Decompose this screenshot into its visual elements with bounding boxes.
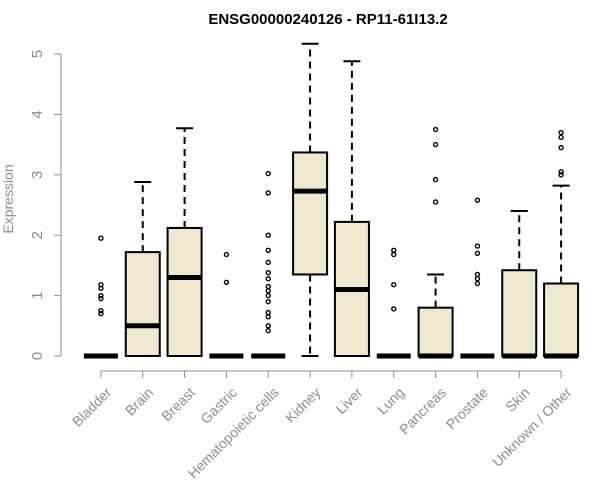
outlier-point [474,250,481,257]
x-tick-label: Unknown / Other [489,384,575,470]
box-unknown-other [543,129,580,359]
y-tick-label: 4 [29,110,46,118]
x-tick-label: Kidney [282,384,324,426]
box-iqr [292,151,329,276]
outlier-point [265,232,271,238]
outlier-point [265,259,271,266]
box-iqr [417,306,454,357]
x-tick-label: Prostate [443,384,491,432]
outlier-point [391,251,397,258]
outlier-point [265,190,271,196]
outlier-point [265,170,271,177]
y-axis-label: Expression [0,164,16,233]
box-lung [376,247,411,359]
box-prostate [460,197,495,359]
x-tick-label: Lung [374,384,407,417]
outlier-point [98,285,104,292]
y-tick-label: 0 [29,352,46,360]
box-iqr [166,226,203,357]
outlier-point [265,288,271,294]
outlier-point [223,251,230,258]
outlier-point [98,308,104,314]
outlier-point [432,126,439,133]
outlier-point [223,279,230,286]
box-gastric [209,251,244,359]
outlier-point [265,292,271,299]
box-brain [124,181,161,357]
x-tick-label: Skin [502,384,533,415]
chart-title: ENSG00000240126 - RP11-61I13.2 [208,11,447,28]
outlier-point [558,172,564,178]
y-tick-label: 1 [29,291,46,299]
boxes [83,42,580,359]
outlier-point [474,271,481,278]
box-bladder [83,235,118,359]
y-tick-label: 2 [29,231,46,239]
outlier-point [98,295,104,302]
box-iqr [501,269,538,357]
box-breast [166,127,203,357]
outlier-point [474,280,481,287]
y-axis: 0 1 2 3 4 5 [29,50,62,360]
outlier-point [98,311,104,317]
outlier-point [432,176,439,183]
outlier-point [391,247,397,254]
outlier-point [558,129,564,136]
outlier-point [265,327,271,334]
x-tick-label: Pancreas [396,384,449,437]
outlier-point [558,144,564,151]
box-iqr [543,282,580,357]
x-tick-label: Liver [333,384,366,417]
y-tick-label: 3 [29,171,46,179]
outlier-point [98,292,104,299]
outlier-point [391,282,397,288]
outlier-point [474,243,481,249]
x-tick-label: Bladder [69,384,115,430]
box-skin [501,210,538,359]
box-kidney [292,42,329,357]
outlier-point [558,169,564,175]
x-tick-label: Breast [158,384,198,424]
outlier-point [558,134,564,141]
outlier-point [265,309,271,316]
outlier-point [265,283,271,290]
box-iqr [124,251,161,357]
outlier-point [474,275,481,282]
box-liver [333,60,370,357]
outlier-point [265,269,271,276]
y-tick-label: 5 [29,50,46,58]
outlier-point [432,141,439,148]
outlier-point [265,323,271,329]
outlier-point [432,199,439,205]
box-hematopoietic-cells [251,170,286,359]
box-pancreas [417,126,454,359]
outlier-point [391,306,397,312]
outlier-point [265,314,271,320]
outlier-point [98,235,104,241]
outlier-point [265,275,271,282]
outlier-point [265,298,271,305]
outlier-point [265,247,271,254]
outlier-point [474,197,481,203]
x-tick-label: Brain [122,384,156,418]
